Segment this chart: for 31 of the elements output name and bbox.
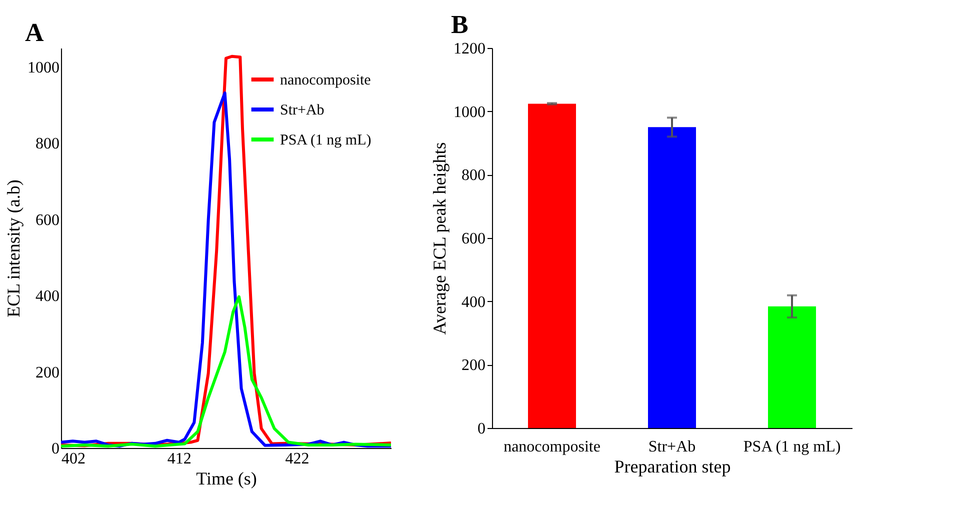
x-tick-label: 422 — [285, 450, 310, 468]
y-tick-label: 1000 — [28, 60, 60, 77]
x-tick-label: nanocomposite — [504, 438, 600, 456]
y-tick-label: 400 — [36, 288, 60, 306]
bar — [648, 127, 696, 428]
y-tick-label: 600 — [36, 212, 60, 229]
x-tick-label: PSA (1 ng mL) — [743, 438, 841, 456]
x-tick-label: Str+Ab — [648, 438, 696, 456]
y-tick-label: 800 — [462, 167, 486, 184]
y-tick-label: 1000 — [454, 104, 486, 121]
legend-label: PSA (1 ng mL) — [280, 132, 372, 148]
y-tick-label: 600 — [462, 230, 486, 248]
x-axis-title: Preparation step — [614, 456, 731, 476]
legend-label: nanocomposite — [280, 72, 372, 88]
legend-label: Str+Ab — [280, 102, 324, 118]
y-axis-title: Average ECL peak heights — [430, 142, 450, 335]
x-axis-title: Time (s) — [196, 468, 257, 488]
chart-title: B — [451, 10, 468, 39]
x-tick-label: 412 — [167, 450, 192, 468]
y-axis-title: ECL intensity (a.b) — [4, 180, 24, 318]
y-tick-label: 1200 — [454, 40, 486, 58]
chart-title: A — [25, 18, 44, 47]
y-tick-label: 800 — [36, 136, 60, 153]
y-tick-label: 0 — [478, 420, 486, 438]
bar — [768, 306, 816, 428]
y-tick-label: 400 — [462, 294, 486, 311]
y-tick-label: 200 — [462, 357, 486, 374]
x-tick-label: 402 — [62, 450, 86, 468]
y-tick-label: 0 — [52, 440, 60, 458]
bar — [528, 104, 576, 428]
y-tick-label: 200 — [36, 364, 60, 382]
